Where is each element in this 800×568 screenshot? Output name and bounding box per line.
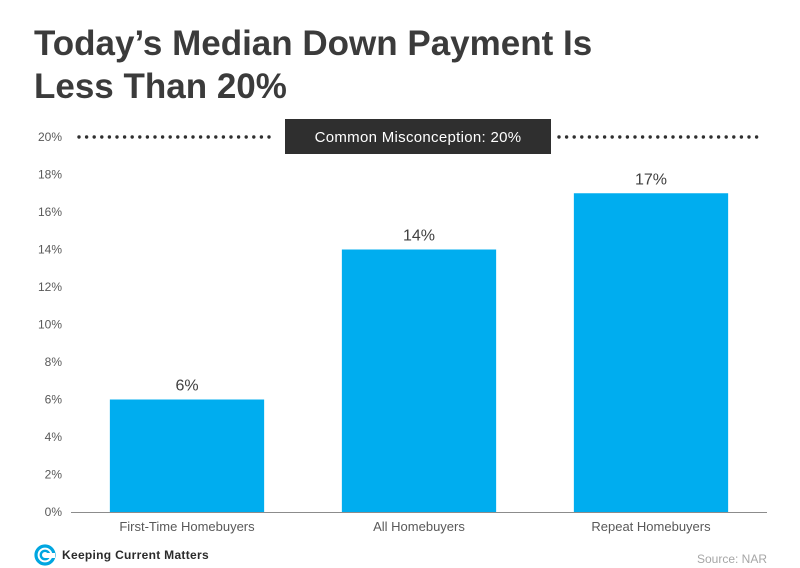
y-tick-label: 6% (45, 393, 63, 407)
y-tick-label: 2% (45, 468, 63, 482)
bar (573, 193, 729, 512)
callout-box (285, 119, 551, 154)
source-note: Source: NAR (696, 552, 767, 566)
data-label: 17% (635, 171, 667, 188)
brand-logo: Keeping Current Matters (34, 543, 209, 567)
callout-label: Common Misconception: 20% (315, 129, 522, 146)
x-tick-label: Repeat Homebuyers (591, 519, 711, 534)
data-label: 14% (403, 228, 435, 245)
y-tick-label: 20% (38, 130, 62, 144)
bar-series: 6% 14% 17% (109, 171, 729, 512)
chart-title-line-2: Less Than 20% (34, 67, 287, 106)
y-tick-label: 18% (38, 168, 62, 182)
x-tick-label: First-Time Homebuyers (119, 519, 255, 534)
y-tick-label: 8% (45, 355, 63, 369)
misconception-callout: Common Misconception: 20% (285, 119, 551, 154)
y-tick-label: 4% (45, 430, 63, 444)
x-tick-label: All Homebuyers (373, 519, 465, 534)
data-label: 6% (175, 378, 198, 395)
y-tick-label: 16% (38, 205, 62, 219)
kcm-swirl-icon (34, 544, 56, 566)
chart-title: Today’s Median Down Payment Is Less Than… (34, 22, 774, 108)
chart-title-line-1: Today’s Median Down Payment Is (34, 24, 593, 63)
bar (109, 399, 265, 512)
x-axis: First-Time Homebuyers All Homebuyers Repea… (119, 519, 711, 534)
y-tick-label: 14% (38, 243, 62, 257)
brand-name: Keeping Current Matters (62, 548, 209, 562)
y-tick-label: 12% (38, 280, 62, 294)
y-tick-label: 0% (45, 505, 63, 519)
y-axis: 0% 2% 4% 6% 8% 10% 12% 14% 16% 18% 20% (38, 130, 62, 519)
y-tick-label: 10% (38, 318, 62, 332)
bar (341, 249, 497, 512)
